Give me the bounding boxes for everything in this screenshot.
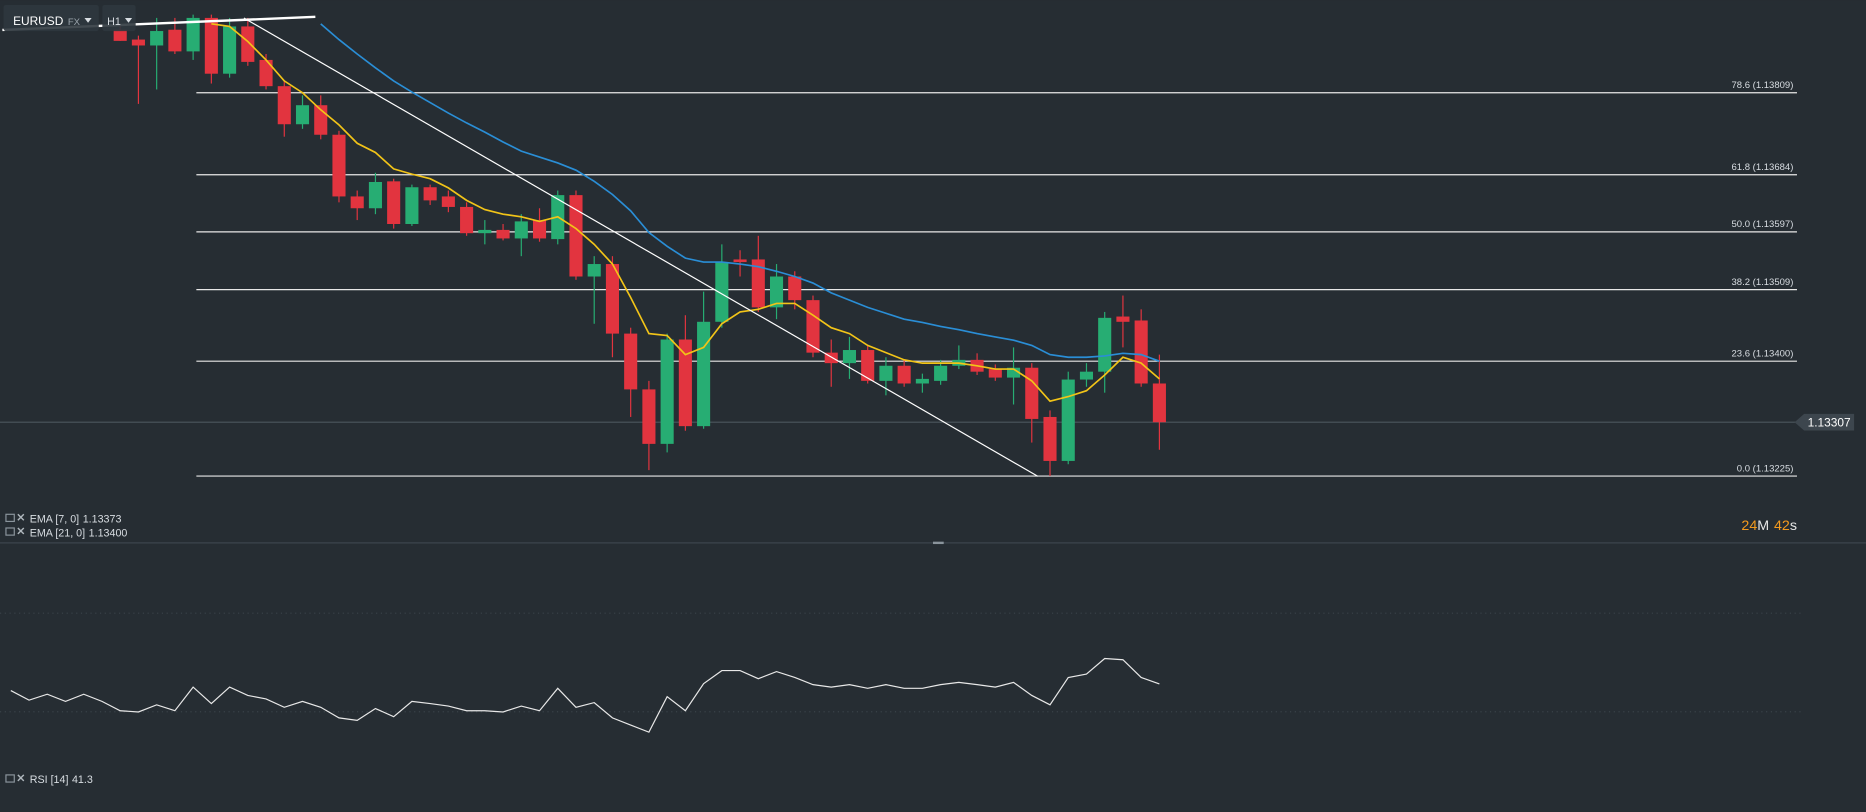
legend-value: 41.3 xyxy=(72,774,93,786)
legend-icon[interactable] xyxy=(5,527,15,536)
timeframe-box[interactable] xyxy=(102,4,136,32)
candle-body xyxy=(387,181,401,225)
candle-body xyxy=(1152,383,1166,423)
candle-body xyxy=(988,369,1002,378)
candle-body xyxy=(332,134,346,197)
legend-name: EMA [21, 0] xyxy=(30,527,85,539)
rsi-panel: RSI [14] 41.3 xyxy=(0,612,1803,786)
candle-body xyxy=(660,339,674,444)
candle-body xyxy=(441,196,455,207)
fib-level-label: 0.0 (1.13225) xyxy=(1737,463,1794,474)
candle-body xyxy=(223,26,237,74)
legend-entry: EMA [21, 0] 1.13400 xyxy=(30,527,128,539)
candle-body xyxy=(131,39,145,46)
candle-body xyxy=(423,187,437,201)
fib-level-label: 38.2 (1.13509) xyxy=(1732,277,1794,288)
candle-body xyxy=(769,276,784,308)
candle-body xyxy=(478,229,492,234)
fib-level-label: 61.8 (1.13684) xyxy=(1732,162,1794,173)
countdown-part: s xyxy=(1790,518,1797,534)
fib-level-label: 50.0 (1.13597) xyxy=(1732,219,1794,230)
candle-body xyxy=(241,26,255,62)
rsi-legend: RSI [14] 41.3 xyxy=(30,774,93,786)
countdown: 24M 42s xyxy=(1741,518,1797,534)
candle-body xyxy=(569,195,583,277)
candle-body xyxy=(678,339,692,427)
price-tag xyxy=(1794,413,1855,431)
candle-body xyxy=(1061,379,1075,461)
ema-line xyxy=(320,23,1160,362)
timeframe: H1 xyxy=(107,16,121,28)
countdown-part: M xyxy=(1757,518,1769,534)
candle-body xyxy=(806,300,820,353)
candle-body xyxy=(915,378,929,384)
candle-body xyxy=(879,365,893,381)
dropdown-arrow[interactable] xyxy=(84,18,92,23)
candle-body xyxy=(1098,317,1112,372)
candle-body xyxy=(150,31,164,46)
candle-body xyxy=(496,229,510,239)
candle-body xyxy=(642,389,656,444)
price-panel: 78.6 (1.13809) 61.8 (1.13684) 50.0 (1.1359… xyxy=(0,14,1855,534)
candle-body xyxy=(624,333,638,390)
fib-level-label: 78.6 (1.13809) xyxy=(1732,80,1794,91)
candle-body xyxy=(405,187,419,225)
legend-name: EMA [7, 0] xyxy=(30,514,79,526)
candle-body xyxy=(295,105,310,125)
candle-body xyxy=(788,276,802,301)
candle-body xyxy=(842,350,857,364)
countdown-part: 24 xyxy=(1741,518,1757,534)
symbol: EURUSD xyxy=(13,14,64,28)
countdown-part: 42 xyxy=(1774,518,1790,534)
legend-entry: EMA [7, 0] 1.13373 xyxy=(30,514,122,526)
rsi-line xyxy=(10,657,1160,733)
candle-body xyxy=(350,196,364,209)
legend-value: 1.13400 xyxy=(89,527,128,539)
remove-icon[interactable] xyxy=(17,774,25,782)
legend-icon[interactable] xyxy=(5,513,15,523)
candle-body xyxy=(733,259,747,263)
candle-body xyxy=(277,86,291,125)
legend-name: RSI [14] xyxy=(30,774,69,786)
remove-icon[interactable] xyxy=(17,513,25,521)
candle-body xyxy=(605,264,619,334)
candle-body xyxy=(824,352,838,364)
candle-body xyxy=(1025,367,1039,419)
market: FX xyxy=(68,17,81,28)
candle-body xyxy=(514,221,528,239)
candle-body xyxy=(368,181,382,209)
candle-body xyxy=(1079,371,1094,380)
candle-body xyxy=(697,321,711,427)
fib-level-label: 23.6 (1.13400) xyxy=(1732,348,1794,359)
legend-icon[interactable] xyxy=(5,774,15,783)
candle-body xyxy=(1116,316,1130,322)
candle-body xyxy=(460,206,474,234)
candle-body xyxy=(168,29,182,52)
ema-line xyxy=(211,22,1160,403)
panel-resize-handle[interactable] xyxy=(933,541,944,545)
candle-body xyxy=(861,350,875,381)
candle-body xyxy=(587,264,601,277)
candle-body xyxy=(1134,320,1148,384)
candle-body xyxy=(751,259,765,308)
candle-body xyxy=(186,17,200,52)
dropdown-arrow[interactable] xyxy=(124,18,133,23)
symbol-box[interactable] xyxy=(3,4,99,32)
candle-body xyxy=(1043,416,1057,461)
remove-icon[interactable] xyxy=(17,527,25,535)
candle-body xyxy=(113,29,127,41)
candle-body xyxy=(934,365,948,381)
legend-value: 1.13373 xyxy=(83,514,122,526)
trend-line[interactable] xyxy=(243,17,1039,477)
candle-body xyxy=(204,17,218,74)
candle-body xyxy=(897,365,911,384)
candle-body xyxy=(1006,367,1021,378)
current-price: 1.13307 xyxy=(1808,415,1851,429)
candle-body xyxy=(532,220,547,239)
candle-body xyxy=(259,59,273,87)
candle-body xyxy=(715,262,729,322)
